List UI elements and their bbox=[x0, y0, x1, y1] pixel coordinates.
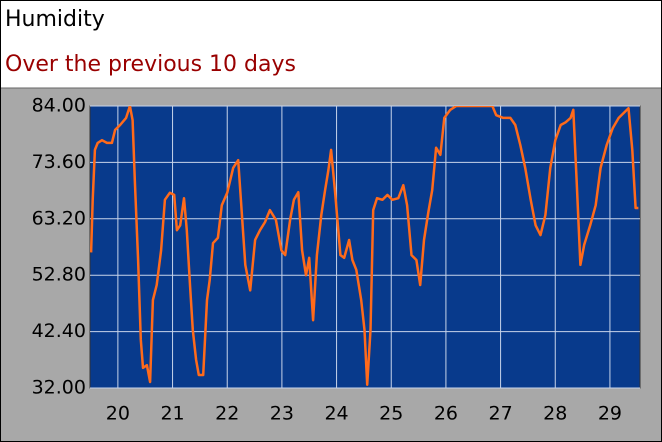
x-tick-label: 25 bbox=[379, 403, 403, 425]
x-tick-label: 20 bbox=[106, 403, 130, 425]
y-tick-label: 63.20 bbox=[32, 207, 86, 229]
x-tick-label: 28 bbox=[543, 403, 567, 425]
x-tick-label: 24 bbox=[324, 403, 348, 425]
x-tick-label: 23 bbox=[270, 403, 294, 425]
x-tick-label: 29 bbox=[598, 403, 622, 425]
x-tick-label: 22 bbox=[215, 403, 239, 425]
y-tick-label: 73.60 bbox=[32, 151, 86, 173]
y-tick-label: 32.00 bbox=[32, 377, 86, 399]
y-tick-label: 84.00 bbox=[32, 95, 86, 117]
y-tick-label: 52.80 bbox=[32, 264, 86, 286]
x-tick-label: 27 bbox=[488, 403, 512, 425]
chart-title: Humidity bbox=[5, 7, 105, 32]
x-tick-label: 21 bbox=[160, 403, 184, 425]
data-line bbox=[90, 106, 639, 386]
x-tick-label: 26 bbox=[434, 403, 458, 425]
y-tick-label: 42.40 bbox=[32, 320, 86, 342]
chart-subtitle: Over the previous 10 days bbox=[5, 52, 296, 77]
